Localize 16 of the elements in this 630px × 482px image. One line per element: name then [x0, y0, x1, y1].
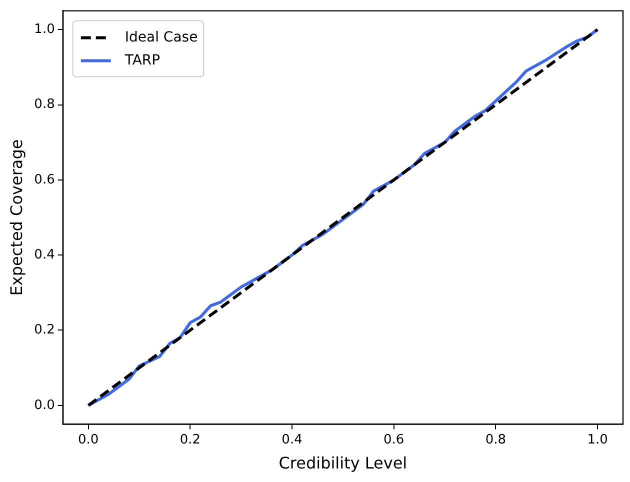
- x-tick-label: 0.0: [78, 432, 99, 448]
- y-tick-label: 0.0: [34, 398, 55, 413]
- y-tick-label: 1.0: [34, 22, 55, 37]
- y-tick-label: 0.4: [34, 247, 55, 262]
- x-tick-label: 0.4: [282, 432, 302, 448]
- y-tick-label: 0.8: [34, 97, 55, 112]
- x-axis-title: Credibility Level: [278, 454, 408, 473]
- x-tick-label: 1.0: [587, 432, 608, 448]
- x-tick-label: 0.2: [180, 432, 201, 448]
- y-axis-title: Expected Coverage: [6, 139, 26, 296]
- legend-label: TARP: [124, 52, 160, 68]
- y-tick-label: 0.2: [34, 322, 55, 338]
- x-tick-label: 0.6: [384, 432, 404, 448]
- y-tick-label: 0.6: [34, 172, 55, 188]
- x-tick-label: 0.8: [485, 432, 506, 448]
- legend-label: Ideal Case: [124, 29, 198, 46]
